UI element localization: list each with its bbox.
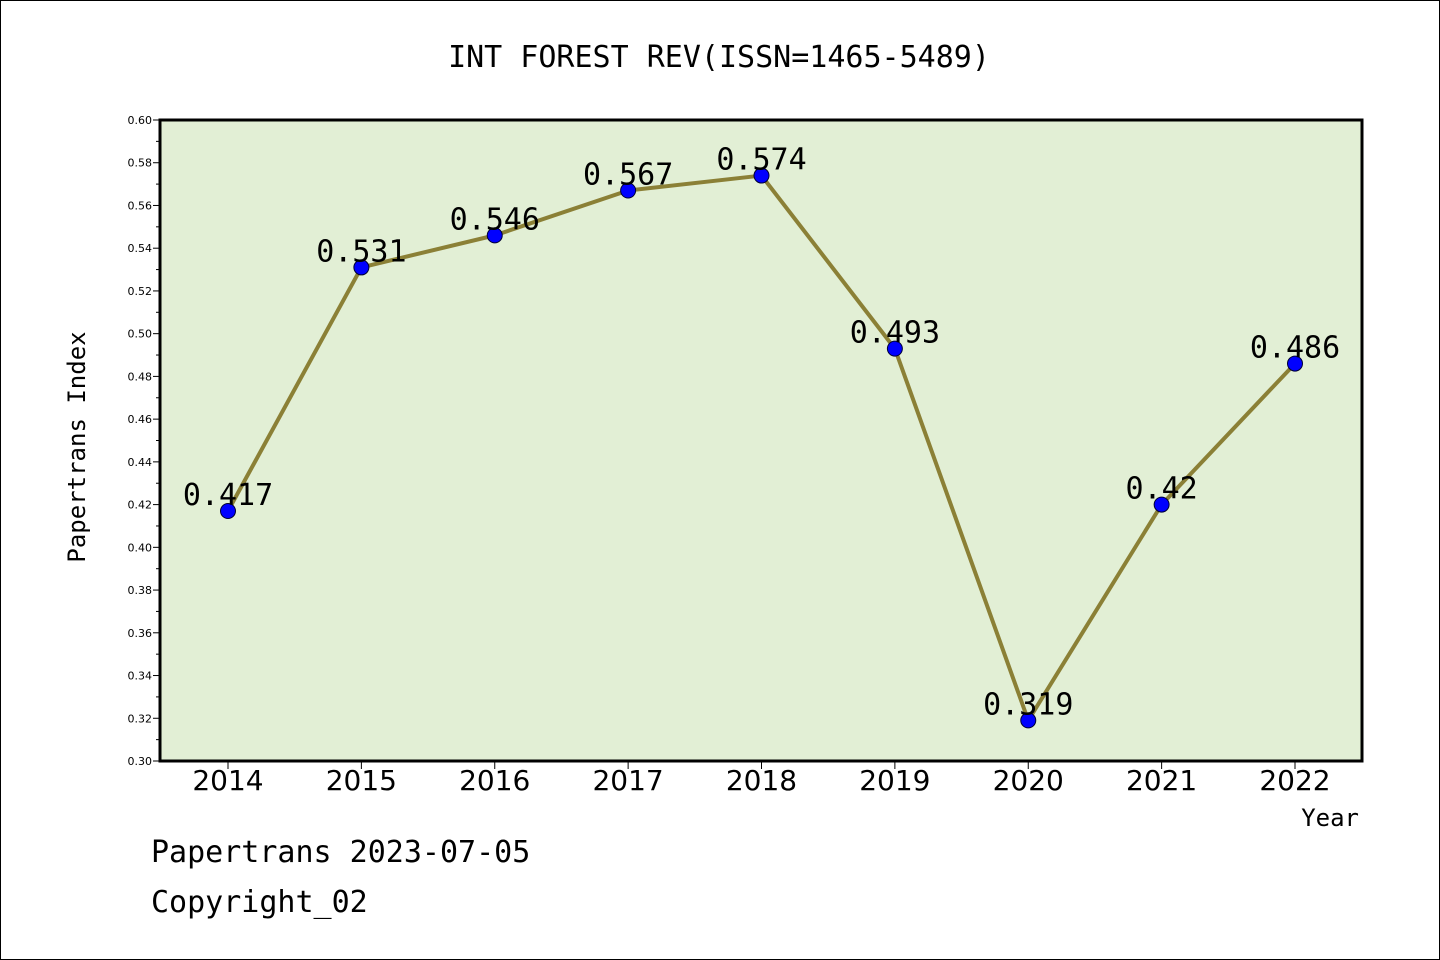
footer-date: Papertrans 2023-07-05 [151,835,531,870]
data-labels: 0.417 0.531 0.546 0.567 0.574 0.493 0.319 0.42 0… [183,143,1340,723]
y-tick-label: 0.36 [128,627,153,640]
data-label: 0.486 [1250,331,1340,366]
y-axis-title: Papertrans Index [63,331,91,562]
x-tick-label: 2014 [192,764,263,797]
data-label: 0.319 [983,687,1073,722]
x-tick-label: 2015 [326,764,397,797]
data-point [1287,355,1303,372]
x-axis: 2014 2015 2016 2017 2018 2019 2020 2021 2022 [192,761,1331,797]
y-tick-label: 0.60 [128,114,153,127]
data-point [753,167,770,184]
x-tick-label: 2021 [1126,764,1197,797]
data-point [1020,712,1037,729]
data-label: 0.42 [1126,472,1198,507]
y-tick-label: 0.52 [128,285,153,298]
data-label: 0.417 [183,478,273,513]
x-tick-label: 2022 [1259,764,1330,797]
y-tick-label: 0.34 [128,670,153,683]
y-axis: 0.30 0.32 0.34 0.36 0.38 0.40 0.42 0.44 0.46 0.48… [128,114,160,768]
y-tick-label: 0.42 [128,499,153,512]
data-label: 0.493 [850,316,940,351]
x-tick-label: 2016 [459,764,530,797]
y-tick-label: 0.50 [128,328,153,341]
y-tick-label: 0.40 [128,541,153,554]
data-label: 0.546 [450,202,540,237]
chart-title: INT FOREST REV(ISSN=1465-5489) [448,40,990,75]
y-tick-label: 0.56 [128,199,153,212]
y-tick-label: 0.48 [128,370,153,383]
data-point [220,503,236,520]
data-label: 0.574 [716,143,806,178]
footer-copyright: Copyright_02 [151,885,368,920]
data-label: 0.531 [316,234,406,269]
y-tick-label: 0.58 [128,157,153,170]
y-tick-label: 0.44 [128,456,153,469]
data-point [886,340,903,357]
y-tick-label: 0.54 [128,242,153,255]
data-markers [220,167,1303,729]
x-tick-label: 2018 [726,764,797,797]
x-tick-label: 2017 [592,764,663,797]
x-tick-label: 2020 [993,764,1064,797]
x-axis-title: Year [1301,804,1359,832]
data-point [486,227,503,244]
plot-area [158,118,1364,763]
x-tick-label: 2019 [859,764,930,797]
data-point [620,182,637,199]
y-tick-label: 0.38 [128,584,153,597]
y-tick-label: 0.46 [128,413,153,426]
data-point [353,259,370,276]
y-tick-label: 0.30 [128,755,153,768]
y-tick-label: 0.32 [128,712,153,725]
data-point [1153,496,1170,513]
data-label: 0.567 [583,158,673,193]
